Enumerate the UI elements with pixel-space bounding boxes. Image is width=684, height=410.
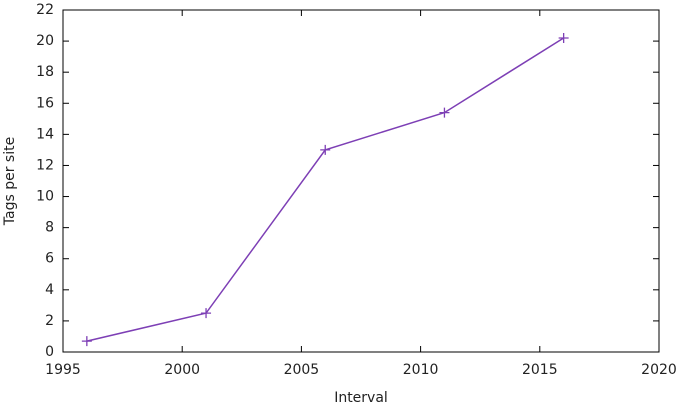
y-tick-label: 2 [45,313,54,329]
x-tick-label: 2010 [403,362,439,378]
x-tick-label: 1995 [45,362,81,378]
y-axis-label: Tags per site [2,137,18,226]
x-tick-label: 2020 [641,362,677,378]
x-axis-label: Interval [334,390,388,406]
plot-frame [62,9,660,353]
point-marker [558,32,569,43]
y-tick-label: 4 [45,282,54,298]
y-tick-label: 10 [36,189,54,205]
y-tick-label: 20 [36,33,54,49]
point-marker [81,336,92,347]
y-tick-label: 12 [36,157,54,173]
x-tick-label: 2000 [164,362,200,378]
x-tick-label: 2005 [284,362,320,378]
y-tick-label: 22 [36,2,54,18]
point-marker [439,107,450,118]
y-tick-label: 0 [45,344,54,360]
y-tick-label: 8 [45,220,54,236]
y-tick-label: 6 [45,251,54,267]
point-marker [201,308,212,319]
y-tick-label: 18 [36,64,54,80]
y-tick-label: 16 [36,95,54,111]
y-tick-label: 14 [36,126,54,142]
x-tick-label: 2015 [522,362,558,378]
data-line [86,37,565,342]
point-marker [320,144,331,155]
